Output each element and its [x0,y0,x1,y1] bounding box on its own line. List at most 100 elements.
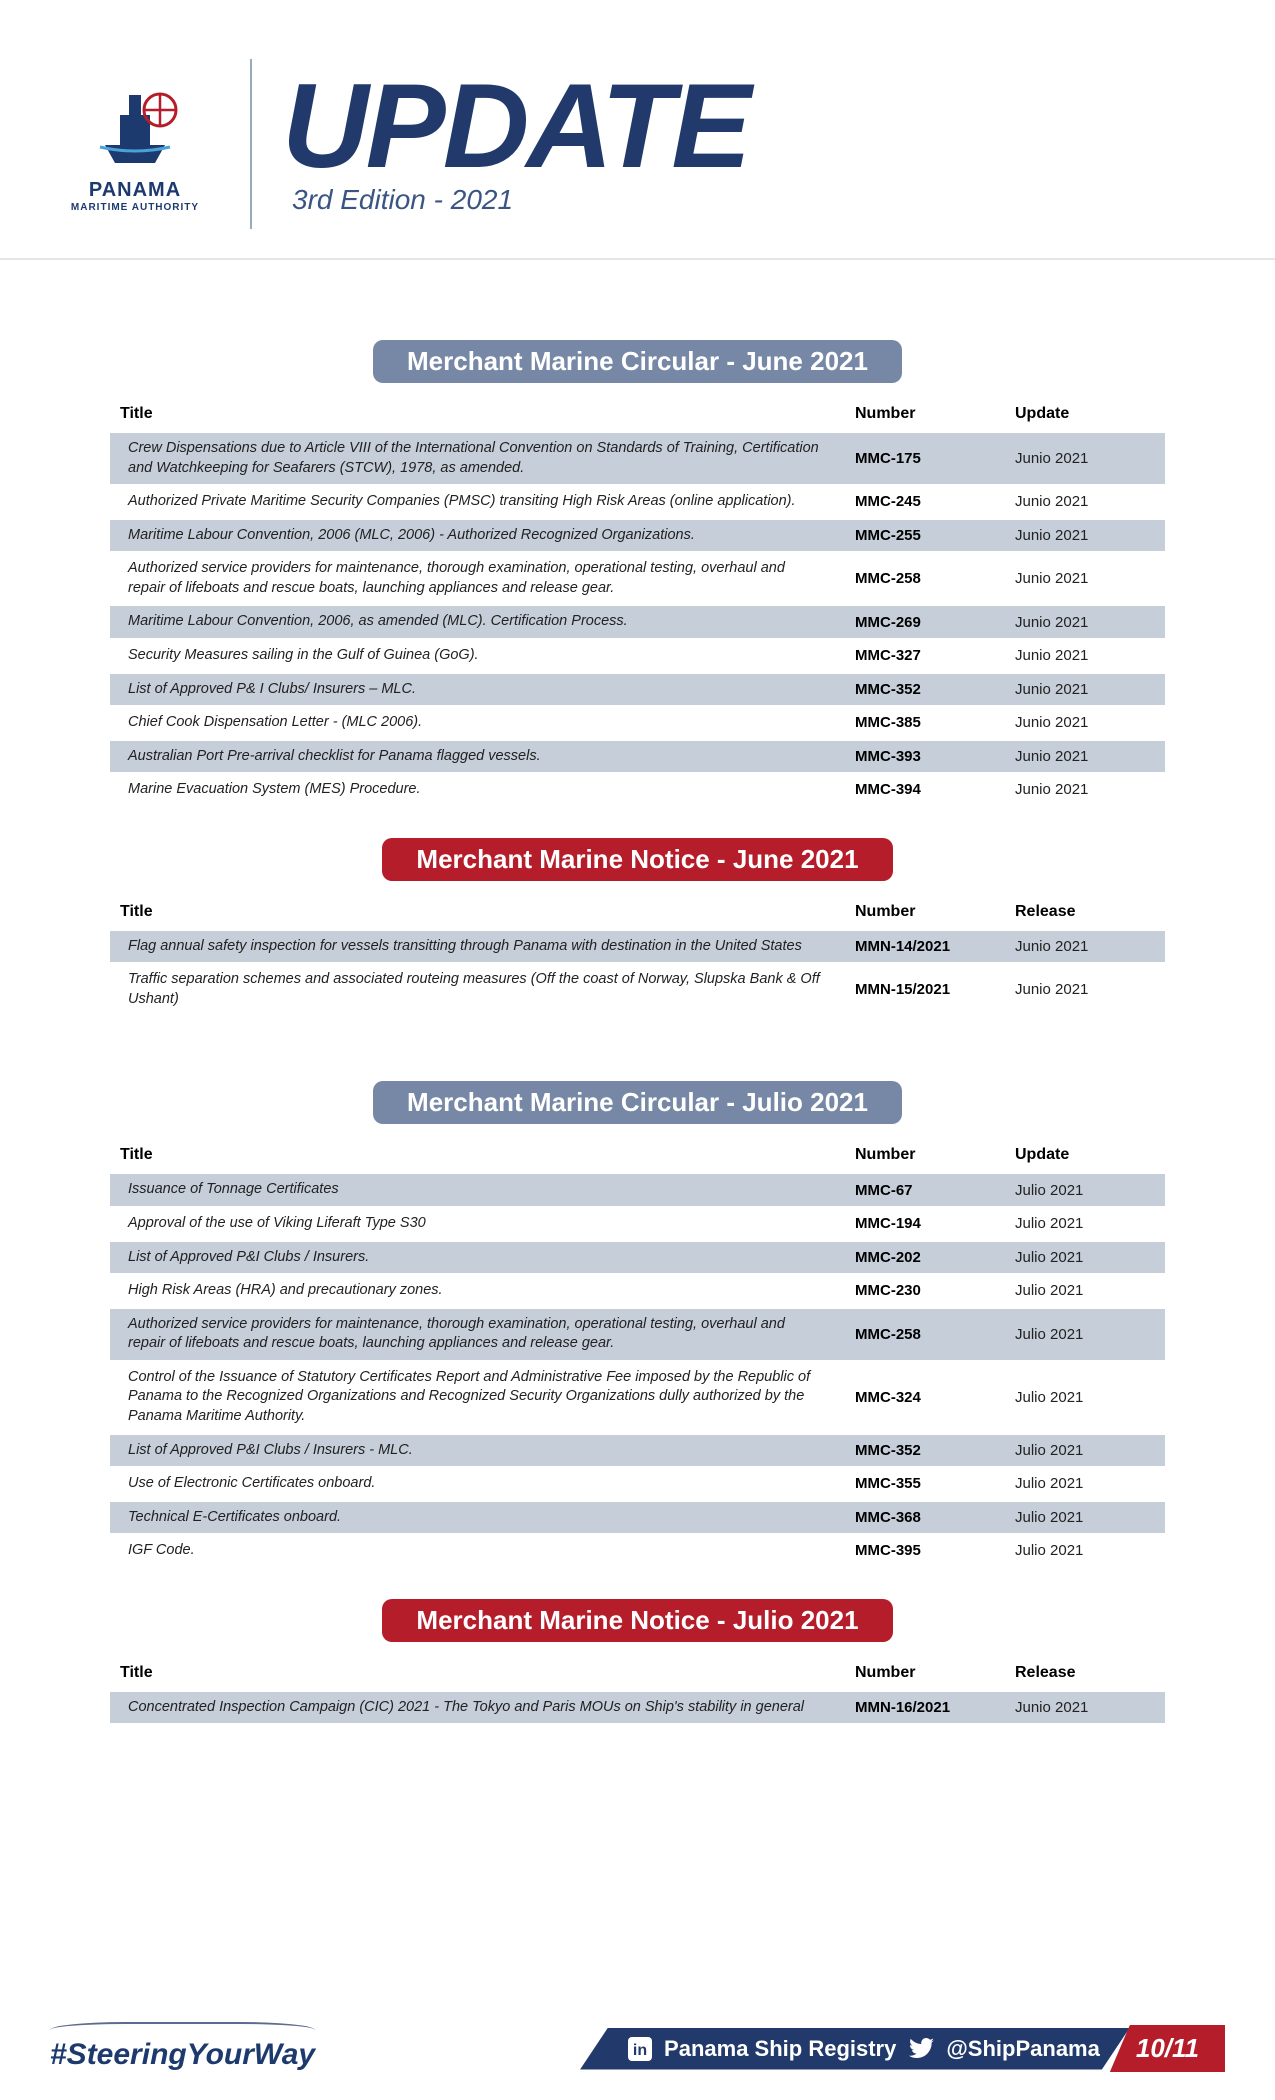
row-update: Julio 2021 [1015,1475,1155,1492]
row-title: Australian Port Pre-arrival checklist fo… [128,747,855,767]
table-row: Australian Port Pre-arrival checklist fo… [110,741,1165,775]
row-update: Julio 2021 [1015,1389,1155,1406]
row-update: Junio 2021 [1015,570,1155,587]
linkedin-label: Panama Ship Registry [664,2036,896,2062]
row-title: Marine Evacuation System (MES) Procedure… [128,780,855,800]
title-block: UPDATE 3rd Edition - 2021 [282,72,1235,216]
col-update: Release [1015,903,1155,921]
data-table: TitleNumberUpdateIssuance of Tonnage Cer… [110,1138,1165,1568]
row-update: Julio 2021 [1015,1509,1155,1526]
row-number: MMN-15/2021 [855,981,1015,998]
row-update: Junio 2021 [1015,450,1155,467]
page-number: 10/11 [1110,2025,1225,2072]
twitter-label: @ShipPanama [946,2036,1100,2062]
row-title: List of Approved P& I Clubs/ Insurers – … [128,680,855,700]
row-update: Julio 2021 [1015,1182,1155,1199]
table-row: Concentrated Inspection Campaign (CIC) 2… [110,1692,1165,1726]
section-heading: Merchant Marine Circular - Julio 2021 [373,1081,902,1124]
twitter-icon [908,2038,934,2060]
svg-text:in: in [633,2042,647,2059]
table-row: Control of the Issuance of Statutory Cer… [110,1362,1165,1435]
row-update: Junio 2021 [1015,493,1155,510]
row-update: Junio 2021 [1015,647,1155,664]
col-title: Title [120,405,855,423]
row-title: List of Approved P&I Clubs / Insurers. [128,1248,855,1268]
row-update: Junio 2021 [1015,614,1155,631]
row-number: MMC-385 [855,714,1015,731]
edition-label: 3rd Edition - 2021 [282,184,1235,216]
row-title: Concentrated Inspection Campaign (CIC) 2… [128,1698,855,1718]
row-update: Junio 2021 [1015,781,1155,798]
row-update: Julio 2021 [1015,1249,1155,1266]
row-number: MMC-352 [855,1442,1015,1459]
table-row: List of Approved P& I Clubs/ Insurers – … [110,674,1165,708]
row-number: MMC-395 [855,1542,1015,1559]
row-update: Junio 2021 [1015,748,1155,765]
table-row: Maritime Labour Convention, 2006 (MLC, 2… [110,520,1165,554]
section-heading: Merchant Marine Circular - June 2021 [373,340,902,383]
table-row: Authorized service providers for mainten… [110,553,1165,606]
row-update: Junio 2021 [1015,938,1155,955]
row-update: Junio 2021 [1015,527,1155,544]
col-update: Update [1015,405,1155,423]
table-row: Security Measures sailing in the Gulf of… [110,640,1165,674]
logo-ship-icon [80,75,190,175]
row-update: Junio 2021 [1015,681,1155,698]
row-title: Control of the Issuance of Statutory Cer… [128,1368,855,1427]
row-title: Use of Electronic Certificates onboard. [128,1474,855,1494]
row-title: Crew Dispensations due to Article VIII o… [128,439,855,478]
col-number: Number [855,405,1015,423]
row-title: Chief Cook Dispensation Letter - (MLC 20… [128,713,855,733]
row-update: Julio 2021 [1015,1326,1155,1343]
row-title: Flag annual safety inspection for vessel… [128,937,855,957]
header: PANAMA MARITIME AUTHORITY UPDATE 3rd Edi… [0,0,1275,260]
row-number: MMC-258 [855,1326,1015,1343]
table-header: TitleNumberRelease [110,1656,1165,1692]
table-row: Use of Electronic Certificates onboard.M… [110,1468,1165,1502]
col-update: Release [1015,1664,1155,1682]
row-title: Maritime Labour Convention, 2006, as ame… [128,612,855,632]
table-row: Traffic separation schemes and associate… [110,964,1165,1017]
row-number: MMC-258 [855,570,1015,587]
table-row: Issuance of Tonnage CertificatesMMC-67Ju… [110,1174,1165,1208]
data-table: TitleNumberUpdate Crew Dispensations due … [110,397,1165,808]
table-row: Marine Evacuation System (MES) Procedure… [110,774,1165,808]
row-number: MMN-14/2021 [855,938,1015,955]
row-number: MMC-368 [855,1509,1015,1526]
row-number: MMC-194 [855,1215,1015,1232]
col-title: Title [120,1664,855,1682]
table-row: Flag annual safety inspection for vessel… [110,931,1165,965]
row-update: Julio 2021 [1015,1282,1155,1299]
data-table: TitleNumberRelease Concentrated Inspectio… [110,1656,1165,1726]
page-title: UPDATE [282,72,1235,180]
hashtag: #SteeringYourWay [50,2038,315,2072]
table-row: List of Approved P&I Clubs / Insurers.MM… [110,1242,1165,1276]
footer: #SteeringYourWay in Panama Ship Registry… [0,1990,1275,2100]
table-row: Chief Cook Dispensation Letter - (MLC 20… [110,707,1165,741]
row-number: MMC-393 [855,748,1015,765]
header-divider [250,59,252,229]
table-row: Authorized service providers for mainten… [110,1309,1165,1362]
row-title: Maritime Labour Convention, 2006 (MLC, 2… [128,526,855,546]
row-title: Approval of the use of Viking Liferaft T… [128,1214,855,1234]
logo: PANAMA MARITIME AUTHORITY [50,54,220,234]
row-update: Julio 2021 [1015,1215,1155,1232]
row-title: Security Measures sailing in the Gulf of… [128,646,855,666]
col-number: Number [855,1664,1015,1682]
col-number: Number [855,903,1015,921]
row-title: Authorized service providers for mainten… [128,1315,855,1354]
table-row: Maritime Labour Convention, 2006, as ame… [110,606,1165,640]
linkedin-icon: in [628,2037,652,2061]
table-row: List of Approved P&I Clubs / Insurers - … [110,1435,1165,1469]
table-row: High Risk Areas (HRA) and precautionary … [110,1275,1165,1309]
table-header: TitleNumberUpdate [110,1138,1165,1174]
row-number: MMC-230 [855,1282,1015,1299]
table-header: TitleNumberRelease [110,895,1165,931]
row-title: High Risk Areas (HRA) and precautionary … [128,1281,855,1301]
col-title: Title [120,1146,855,1164]
row-number: MMC-255 [855,527,1015,544]
row-number: MMC-324 [855,1389,1015,1406]
row-number: MMC-175 [855,450,1015,467]
row-number: MMN-16/2021 [855,1699,1015,1716]
logo-brand: PANAMA [89,179,181,202]
